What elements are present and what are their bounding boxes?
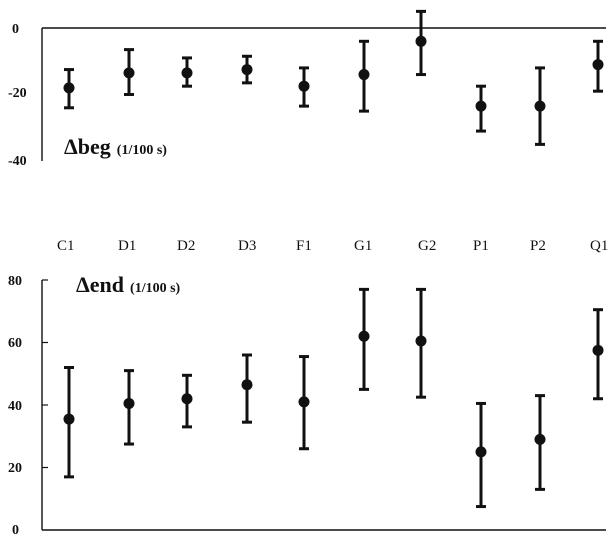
beg-point-f1	[298, 80, 310, 92]
end-point-d3	[241, 379, 253, 391]
end-point-p1	[475, 446, 487, 458]
end-ytick-2: 40	[8, 399, 22, 414]
beg-point-d2	[181, 67, 193, 79]
beg-point-c1	[63, 82, 75, 94]
cat-label-p1: P1	[473, 238, 489, 254]
beg-point-g2	[415, 35, 427, 47]
cat-label-g1: G1	[354, 238, 372, 254]
end-ytick-4: 0	[12, 523, 19, 535]
end-panel-label-prefix: Δend	[76, 272, 124, 297]
beg-ytick-1: -20	[8, 86, 27, 101]
end-marks	[63, 287, 604, 509]
cat-label-d3: D3	[238, 238, 256, 254]
end-panel-label: Δend (1/100 s)	[76, 272, 181, 297]
beg-panel-label-unit: (1/100 s)	[117, 143, 168, 158]
end-point-g2	[415, 335, 427, 347]
end-point-c1	[63, 413, 75, 425]
beg-panel-label: Δbeg (1/100 s)	[64, 134, 167, 159]
end-point-p2	[534, 433, 546, 445]
end-ytick-0: 80	[8, 274, 22, 289]
end-point-d2	[181, 393, 193, 405]
cat-label-d2: D2	[177, 238, 195, 254]
end-panel-label-unit: (1/100 s)	[130, 281, 181, 296]
beg-point-d1	[123, 67, 135, 79]
end-point-g1	[358, 330, 370, 342]
panel-beg: 0 -20 -40 Δbeg (1/100 s) C1 D1 D2 D3 F1 G…	[8, 9, 608, 254]
beg-point-q1	[592, 59, 604, 71]
beg-point-p2	[534, 100, 546, 112]
panel-end: 80 60 40 20 0 Δend (1/100 s)	[8, 272, 606, 535]
end-point-q1	[592, 344, 604, 356]
beg-point-g1	[358, 69, 370, 81]
end-point-f1	[298, 396, 310, 408]
cat-label-p2: P2	[530, 238, 546, 254]
cat-label-d1: D1	[118, 238, 136, 254]
end-point-d1	[123, 397, 135, 409]
beg-panel-label-prefix: Δbeg	[64, 134, 111, 159]
beg-ytick-0: 0	[12, 22, 19, 37]
beg-point-p1	[475, 100, 487, 112]
beg-marks	[63, 9, 604, 146]
cat-label-g2: G2	[418, 238, 436, 254]
beg-ytick-2: -40	[8, 154, 27, 169]
cat-label-c1: C1	[57, 238, 75, 254]
end-ytick-1: 60	[8, 336, 22, 351]
cat-label-f1: F1	[296, 238, 312, 254]
end-ytick-3: 20	[8, 461, 22, 476]
cat-label-q1: Q1	[590, 238, 608, 254]
beg-point-d3	[241, 64, 253, 76]
